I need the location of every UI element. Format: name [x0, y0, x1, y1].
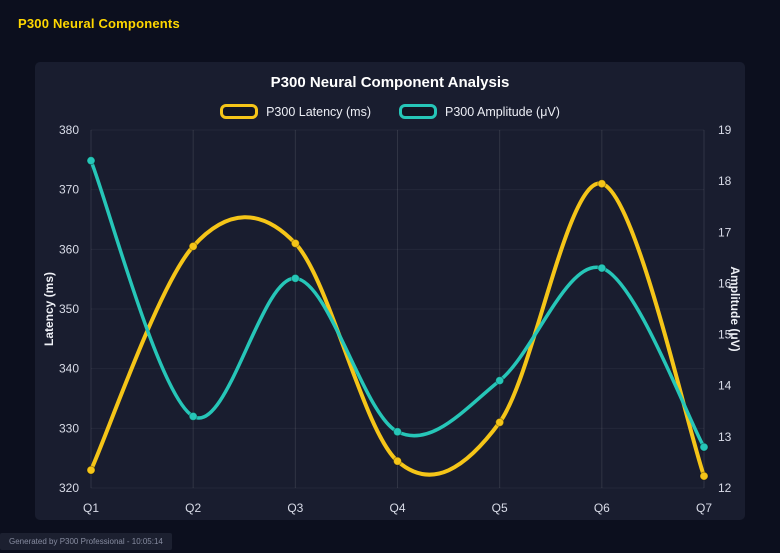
left-axis-tick-label: 330 [59, 421, 79, 435]
right-axis-tick-label: 17 [718, 225, 732, 239]
legend-item-amplitude[interactable]: P300 Amplitude (μV) [399, 104, 560, 119]
latency-data-point [393, 456, 402, 466]
legend-label-latency: P300 Latency (ms) [266, 104, 371, 119]
chart-canvas: 320 330 340 350 360 370 380 12 13 14 15 16 17 18 19 Q1 Q… [42, 123, 742, 515]
right-axis-tick-label: 12 [718, 481, 732, 495]
amplitude-data-point [699, 442, 709, 452]
amplitude-data-point [393, 427, 402, 437]
footer-watermark: Generated by P300 Professional - 10:05:1… [0, 533, 172, 550]
x-axis-tick-label: Q3 [287, 501, 303, 515]
left-axis-tick-label: 320 [59, 481, 79, 495]
right-axis-tick-label: 18 [718, 174, 732, 188]
amplitude-data-point [188, 411, 198, 421]
x-axis-tick-label: Q5 [492, 501, 508, 515]
amplitude-data-point [597, 263, 607, 273]
latency-data-point [597, 179, 607, 189]
x-axis-tick-label: Q6 [594, 501, 610, 515]
x-axis-tick-label: Q7 [696, 501, 712, 515]
latency-data-point [290, 238, 300, 248]
left-axis-title: Latency (ms) [42, 272, 56, 346]
amplitude-data-point [495, 376, 505, 386]
chart-panel: P300 Neural Component Analysis P300 Late… [35, 62, 745, 520]
right-axis-tick-label: 19 [718, 123, 732, 137]
page-title: P300 Neural Components [18, 16, 180, 31]
right-axis-tick-label: 15 [718, 328, 732, 342]
latency-data-point [699, 471, 709, 481]
left-axis-tick-label: 340 [59, 362, 79, 376]
left-axis-tick-label: 380 [59, 123, 79, 137]
left-axis-tick-label: 360 [59, 242, 79, 256]
amplitude-data-point [86, 156, 96, 166]
right-axis-tick-label: 14 [718, 379, 732, 393]
chart-legend: P300 Latency (ms) P300 Amplitude (μV) [35, 104, 745, 119]
latency-swatch-icon [220, 104, 259, 119]
x-axis-tick-label: Q1 [83, 501, 99, 515]
latency-data-point [495, 417, 505, 427]
amplitude-swatch-icon [399, 104, 437, 119]
legend-item-latency[interactable]: P300 Latency (ms) [220, 104, 371, 119]
x-axis-tick-label: Q2 [185, 501, 201, 515]
right-axis-title: Amplitude (μV) [728, 266, 742, 351]
legend-label-amplitude: P300 Amplitude (μV) [445, 104, 560, 119]
left-axis-tick-label: 370 [59, 183, 79, 197]
latency-data-point [188, 241, 198, 251]
right-axis-tick-label: 13 [718, 430, 732, 444]
left-axis-tick-label: 350 [59, 302, 79, 316]
x-axis-tick-label: Q4 [389, 501, 405, 515]
amplitude-data-point [290, 273, 300, 283]
latency-data-point [86, 465, 96, 475]
chart-title: P300 Neural Component Analysis [270, 74, 510, 91]
right-axis-tick-label: 16 [718, 276, 732, 290]
